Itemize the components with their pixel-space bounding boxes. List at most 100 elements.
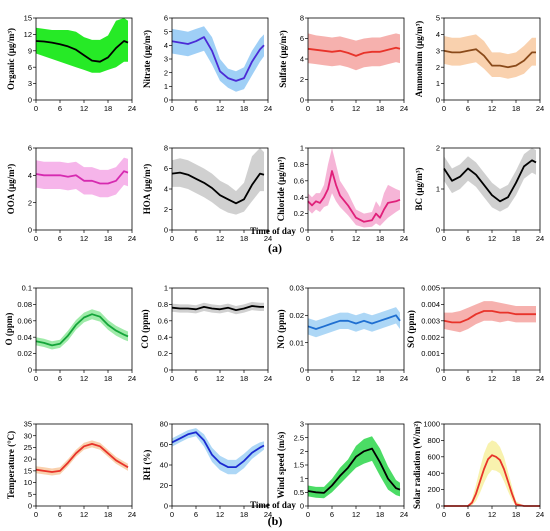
band-area bbox=[172, 148, 264, 215]
mean-line bbox=[171, 171, 265, 205]
mean-line bbox=[307, 447, 401, 494]
x-tick-label: 24 bbox=[536, 510, 544, 519]
band-area bbox=[308, 33, 400, 71]
x-tick-label: 6 bbox=[58, 104, 62, 113]
mean-line bbox=[171, 36, 265, 82]
y-tick-label: 8 bbox=[164, 144, 168, 153]
band-area bbox=[444, 148, 536, 212]
band-area bbox=[36, 157, 128, 198]
band-area bbox=[308, 436, 400, 499]
mean-line bbox=[171, 431, 265, 469]
x-tick-label: 6 bbox=[330, 234, 334, 243]
y-tick-label: 6 bbox=[164, 164, 168, 173]
band-area bbox=[444, 301, 536, 333]
y-tick-label: 200 bbox=[427, 485, 440, 494]
mean-line bbox=[35, 442, 129, 473]
y-tick-label: 0 bbox=[300, 366, 304, 375]
x-tick-label: 18 bbox=[240, 104, 248, 113]
x-tick-label: 12 bbox=[80, 510, 88, 519]
y-tick-label: 1 bbox=[436, 185, 440, 194]
x-tick-label: 12 bbox=[488, 234, 496, 243]
x-tick-label: 0 bbox=[170, 104, 174, 113]
x-tick-label: 6 bbox=[466, 104, 470, 113]
y-tick-label: 20 bbox=[24, 455, 32, 464]
panel-label-b: (b) bbox=[268, 514, 283, 528]
band-area bbox=[172, 26, 264, 92]
x-tick-label: 24 bbox=[400, 510, 408, 519]
x-tick-label: 12 bbox=[352, 374, 360, 383]
y-axis-label: Organic (μg/m³) bbox=[6, 28, 16, 90]
x-tick-label: 18 bbox=[240, 374, 248, 383]
mean-line bbox=[443, 310, 536, 324]
x-tick-label: 18 bbox=[104, 104, 112, 113]
y-tick-label: 5 bbox=[28, 490, 32, 499]
y-tick-label: 4 bbox=[164, 41, 168, 50]
x-tick-label: 0 bbox=[34, 510, 38, 519]
y-tick-label: 0 bbox=[300, 96, 304, 105]
x-tick-label: 18 bbox=[512, 234, 520, 243]
x-tick-label: 6 bbox=[466, 374, 470, 383]
x-tick-label: 24 bbox=[264, 510, 272, 519]
x-tick-label: 24 bbox=[264, 374, 272, 383]
x-tick-label: 12 bbox=[352, 510, 360, 519]
x-tick-label: 6 bbox=[58, 234, 62, 243]
panel-label-a: (a) bbox=[268, 241, 282, 255]
x-tick-label: 12 bbox=[80, 234, 88, 243]
x-tick-label: 18 bbox=[512, 510, 520, 519]
chart-12: 0 6 12 18 24 0 0.001 0.002 0.003 0.004 0.005 SO (pp… bbox=[406, 284, 544, 383]
y-axis-label: CO (ppm) bbox=[140, 309, 150, 348]
mean-line bbox=[443, 48, 536, 69]
x-tick-label: 12 bbox=[352, 234, 360, 243]
xlabel-row2: Time of day bbox=[250, 226, 296, 236]
x-tick-label: 24 bbox=[400, 374, 408, 383]
y-tick-label: 1.5 bbox=[294, 461, 304, 470]
x-tick-label: 24 bbox=[128, 510, 136, 519]
plot-frame bbox=[35, 423, 133, 507]
x-tick-label: 18 bbox=[104, 234, 112, 243]
y-tick-label: 0.5 bbox=[294, 488, 304, 497]
y-axis-label: BC (μg/m³) bbox=[414, 167, 424, 210]
y-tick-label: 0.06 bbox=[17, 316, 32, 325]
y-tick-label: 0 bbox=[436, 366, 440, 375]
y-tick-label: 15 bbox=[24, 466, 32, 475]
mean-line bbox=[443, 159, 537, 203]
y-tick-label: 3 bbox=[436, 46, 440, 55]
y-tick-label: 0 bbox=[28, 366, 32, 375]
y-axis-label: SO (ppm) bbox=[406, 310, 416, 348]
band-area bbox=[36, 18, 128, 73]
x-tick-label: 18 bbox=[512, 374, 520, 383]
y-tick-label: 0.04 bbox=[17, 333, 32, 342]
x-tick-label: 6 bbox=[330, 510, 334, 519]
y-tick-label: 0.004 bbox=[421, 300, 440, 309]
y-tick-label: 0 bbox=[164, 502, 168, 511]
y-tick-label: 0 bbox=[28, 502, 32, 511]
y-tick-label: 9 bbox=[28, 46, 32, 55]
y-tick-label: 400 bbox=[427, 469, 440, 478]
y-tick-label: 0.6 bbox=[294, 176, 304, 185]
x-tick-label: 12 bbox=[488, 374, 496, 383]
x-tick-label: 0 bbox=[442, 510, 446, 519]
y-tick-label: 0.2 bbox=[158, 349, 168, 358]
x-tick-label: 0 bbox=[306, 374, 310, 383]
y-tick-label: 0.003 bbox=[421, 316, 440, 325]
x-tick-label: 24 bbox=[128, 374, 136, 383]
mean-line bbox=[35, 313, 129, 347]
y-tick-label: 2 bbox=[164, 205, 168, 214]
y-tick-label: 0.2 bbox=[294, 209, 304, 218]
y-tick-label: 2 bbox=[300, 447, 304, 456]
x-tick-label: 6 bbox=[194, 104, 198, 113]
y-tick-label: 6 bbox=[28, 63, 32, 72]
y-tick-label: 6 bbox=[28, 144, 32, 153]
mean-line bbox=[171, 305, 264, 312]
band-area bbox=[308, 148, 400, 228]
chart-10: 0 6 12 18 24 0 0.2 0.4 0.6 0.8 1 CO (ppm) bbox=[140, 284, 272, 383]
y-tick-label: 0.02 bbox=[17, 349, 32, 358]
x-tick-label: 6 bbox=[194, 234, 198, 243]
y-tick-label: 4 bbox=[164, 185, 168, 194]
x-tick-label: 12 bbox=[80, 104, 88, 113]
y-tick-label: 6 bbox=[164, 14, 168, 23]
